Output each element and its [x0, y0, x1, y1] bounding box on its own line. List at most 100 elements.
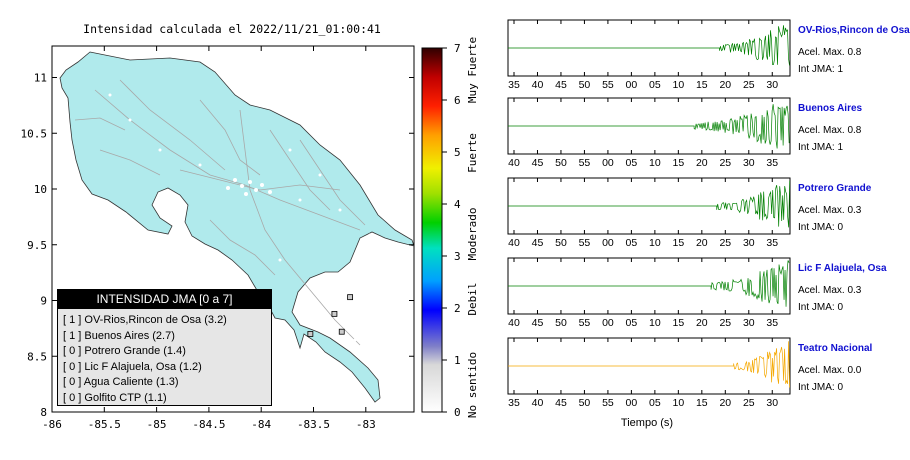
- station-acel-max: Acel. Max. 0.3: [798, 205, 862, 216]
- road-network: [74, 79, 366, 346]
- waveform-x-tick-label: 15: [673, 157, 685, 169]
- station-markers: [307, 294, 354, 337]
- station-marker: [307, 331, 314, 337]
- waveform-x-tick-label: 20: [696, 317, 708, 329]
- legend-row: [ 0 ] Potrero Grande (1.4): [63, 345, 186, 357]
- waveform-x-tick-label: 00: [626, 397, 638, 409]
- waveform-panels: 35 40 45 50 55 00 05 10 15 20 25 30 40 45 50 55 00 05 10 15…: [507, 19, 791, 409]
- map-y-tick-label: 10.5: [21, 127, 48, 140]
- station-acel-max: Acel. Max. 0.0: [798, 365, 862, 376]
- waveform-x-tick-label: 15: [673, 317, 685, 329]
- colorbar-tick-label: 1: [454, 354, 461, 367]
- legend-row: [ 0 ] Agua Caliente (1.3): [63, 376, 179, 388]
- colorbar-tick-label: 2: [454, 302, 461, 315]
- waveform-x-tick-label: 45: [532, 157, 544, 169]
- colorbar-category-label: Debil: [466, 282, 479, 315]
- station-title: Teatro Nacional: [798, 343, 873, 354]
- waveform-x-tick-label: 25: [743, 397, 755, 409]
- waveform-x-tick-label: 15: [696, 79, 708, 91]
- map-x-tick-label: -85.5: [88, 418, 121, 431]
- waveform-x-tick-label: 50: [555, 157, 567, 169]
- waveform-x-tick-label: 50: [579, 397, 591, 409]
- map-y-tick-label: 8: [40, 406, 47, 419]
- waveform-x-tick-label: 20: [719, 79, 731, 91]
- intensity-legend: INTENSIDAD JMA [0 a 7] [ 1 ] OV-Rios,Rin…: [57, 289, 272, 406]
- map-y-tick-label: 9.5: [27, 239, 47, 252]
- waveform-x-tick-label: 40: [532, 79, 544, 91]
- waveform-x-tick-label: 20: [696, 237, 708, 249]
- waveform-x-tick-label: 35: [766, 157, 778, 169]
- map-x-tick-label: -83: [356, 418, 376, 431]
- waveform-x-tick-label: 50: [555, 237, 567, 249]
- station-int-jma: Int JMA: 1: [798, 64, 844, 75]
- waveform-trace: [508, 104, 790, 149]
- map-x-tick-label: -83.5: [297, 418, 330, 431]
- colorbar-tick-label: 7: [454, 42, 461, 55]
- waveform-x-tick-label: 15: [696, 397, 708, 409]
- station-title: Buenos Aires: [798, 103, 863, 114]
- station-int-jma: Int JMA: 0: [798, 222, 844, 233]
- land-shape: [59, 51, 414, 403]
- station-acel-max: Acel. Max. 0.8: [798, 125, 862, 136]
- waveform-x-tick-label: 30: [743, 237, 755, 249]
- colorbar-labels: No sentido Debil Moderado Fuerte Muy Fuerte: [466, 37, 479, 418]
- map-x-tick-label: -86: [42, 418, 62, 431]
- waveform-x-tick-label: 10: [649, 157, 661, 169]
- waveform-x-tick-label: 55: [579, 317, 591, 329]
- waveform-x-tick-label: 00: [602, 317, 614, 329]
- x-axis-label: Tiempo (s): [621, 417, 673, 429]
- station-acel-max: Acel. Max. 0.3: [798, 285, 862, 296]
- legend-rows: [ 1 ] OV-Rios,Rincon de Osa (3.2) [ 1 ] B…: [58, 309, 271, 406]
- waveform-x-tick-label: 05: [649, 79, 661, 91]
- legend-row: [ 0 ] Golfito CTP (1.1): [63, 391, 167, 404]
- waveform-x-tick-label: 55: [602, 79, 614, 91]
- waveform-x-tick-label: 40: [508, 317, 520, 329]
- waveform-x-tick-label: 55: [579, 237, 591, 249]
- map-y-tick-label: 9: [40, 295, 47, 308]
- station-int-jma: Int JMA: 1: [798, 142, 844, 153]
- waveform-x-tick-label: 05: [626, 237, 638, 249]
- waveform-x-tick-label: 15: [673, 237, 685, 249]
- station-marker: [331, 310, 338, 317]
- waveform-x-tick-label: 30: [766, 79, 778, 91]
- waveform-x-tick-label: 30: [766, 397, 778, 409]
- waveform-x-tick-label: 50: [555, 317, 567, 329]
- waveform-x-tick-label: 05: [649, 397, 661, 409]
- waveform-x-tick-label: 25: [743, 79, 755, 91]
- waveform-x-tick-label: 45: [555, 79, 567, 91]
- colorbar-category-label: No sentido: [466, 352, 479, 418]
- station-int-jma: Int JMA: 0: [798, 302, 844, 313]
- waveform-trace: [508, 25, 790, 66]
- map-x-tick-label: -84.5: [192, 418, 225, 431]
- legend-row: [ 1 ] Buenos Aires (2.7): [63, 329, 175, 342]
- colorbar-ticks: 0 1 2 3 4 5 6 7: [442, 42, 461, 419]
- waveform-x-tick-label: 00: [626, 79, 638, 91]
- colorbar-tick-label: 3: [454, 250, 461, 263]
- waveform-x-tick-label: 05: [626, 157, 638, 169]
- station-marker: [338, 328, 345, 335]
- station-title: OV-Rios,Rincon de Osa: [798, 25, 910, 36]
- waveform-trace: [508, 260, 790, 307]
- waveform-x-tick-label: 20: [719, 397, 731, 409]
- waveform-x-tick-label: 50: [579, 79, 591, 91]
- waveform-x-tick-label: 45: [532, 237, 544, 249]
- colorbar-category-label: Moderado: [466, 208, 479, 261]
- waveform-x-tick-label: 10: [649, 317, 661, 329]
- colorbar-tick-label: 6: [454, 94, 461, 107]
- waveform-x-tick-label: 45: [555, 397, 567, 409]
- waveform-x-tick-label: 00: [602, 157, 614, 169]
- waveform-x-tick-label: 55: [579, 157, 591, 169]
- waveform-x-tick-label: 10: [673, 79, 685, 91]
- waveform-x-tick-label: 55: [602, 397, 614, 409]
- waveform-x-tick-label: 20: [696, 157, 708, 169]
- station-title: Potrero Grande: [798, 183, 872, 194]
- waveform-x-tick-label: 40: [508, 157, 520, 169]
- waveform-x-tick-label: 45: [532, 317, 544, 329]
- map-axes: -86 -85.5 -85 -84.5 -84 -83.5 -83 11 10.5 10 9.5 9 8…: [21, 46, 414, 431]
- waveform-x-tick-label: 35: [508, 79, 520, 91]
- legend-row: [ 1 ] OV-Rios,Rincon de Osa (3.2): [63, 314, 227, 326]
- waveform-trace: [508, 180, 791, 228]
- waveform-x-tick-label: 30: [743, 157, 755, 169]
- station-marker: [347, 294, 354, 301]
